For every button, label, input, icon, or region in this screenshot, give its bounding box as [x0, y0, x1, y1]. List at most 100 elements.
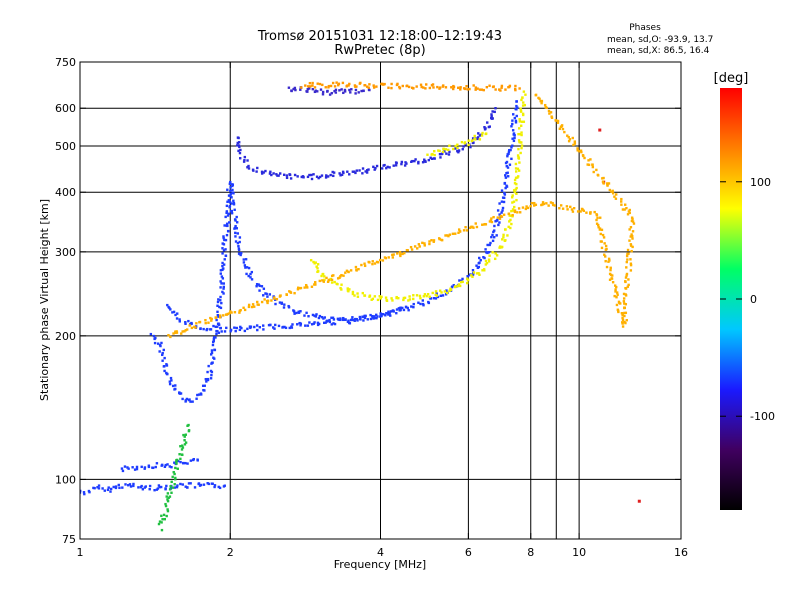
data-point	[379, 315, 382, 318]
data-point	[623, 203, 627, 206]
data-point	[168, 488, 172, 491]
data-point	[519, 124, 523, 127]
data-point	[512, 132, 516, 135]
data-point	[240, 251, 243, 255]
x-tick-label: 2	[227, 546, 234, 559]
data-point	[443, 150, 446, 153]
data-point	[509, 148, 512, 152]
data-point	[630, 249, 633, 253]
data-point	[611, 274, 614, 277]
data-point	[211, 343, 215, 347]
data-point	[165, 364, 169, 367]
data-point	[188, 398, 191, 401]
data-point	[366, 169, 369, 172]
data-point	[412, 305, 415, 309]
data-point	[299, 310, 302, 313]
data-point	[519, 109, 523, 112]
data-point	[148, 487, 151, 491]
data-point	[408, 295, 411, 298]
data-point	[369, 313, 372, 317]
data-point	[388, 312, 391, 315]
data-point	[380, 82, 384, 86]
data-point	[431, 291, 434, 295]
data-point	[164, 488, 167, 491]
data-point	[167, 333, 170, 337]
data-point	[132, 484, 135, 488]
data-point	[338, 172, 341, 175]
data-point	[199, 327, 202, 330]
data-point	[185, 397, 189, 401]
data-point	[459, 86, 462, 89]
data-point	[504, 88, 507, 91]
colorbar-tick-label: 0	[750, 293, 757, 306]
data-point	[178, 318, 181, 321]
x-axis-label: Frequency [MHz]	[334, 558, 426, 571]
data-point	[396, 82, 399, 86]
data-point	[484, 259, 488, 263]
colorbar-label: [deg]	[714, 71, 749, 86]
data-point	[375, 316, 378, 320]
data-point	[488, 243, 491, 247]
data-point	[481, 223, 484, 226]
data-point	[448, 144, 451, 147]
data-point	[613, 284, 617, 287]
data-point	[487, 260, 491, 263]
data-point	[173, 486, 176, 489]
data-point	[283, 303, 286, 306]
data-point	[255, 324, 259, 327]
data-point	[131, 466, 134, 469]
data-point	[264, 292, 267, 295]
data-point	[589, 211, 592, 214]
data-point	[597, 223, 600, 227]
data-point	[355, 85, 358, 88]
data-point	[611, 281, 615, 284]
data-point	[410, 160, 413, 163]
data-point	[418, 245, 421, 248]
data-point	[622, 292, 626, 296]
data-point	[285, 176, 289, 180]
data-point	[276, 174, 279, 177]
data-point	[570, 208, 574, 211]
data-point	[498, 245, 502, 248]
data-point	[312, 173, 315, 176]
data-point	[333, 85, 337, 88]
data-point	[461, 148, 464, 151]
data-point	[545, 106, 548, 110]
data-point	[513, 209, 517, 212]
data-point	[291, 323, 294, 326]
data-point	[329, 173, 332, 177]
data-point	[436, 85, 439, 89]
data-point	[458, 230, 462, 233]
data-point	[452, 284, 455, 287]
data-point	[577, 150, 581, 153]
data-point	[450, 86, 453, 89]
data-point	[82, 491, 86, 494]
data-point	[386, 165, 389, 169]
data-point	[623, 302, 626, 305]
data-point	[288, 173, 292, 177]
data-point	[222, 235, 225, 238]
data-point	[478, 138, 482, 141]
data-point	[225, 204, 229, 208]
data-point	[158, 485, 161, 489]
data-point	[384, 296, 388, 299]
data-point	[237, 144, 241, 147]
data-point	[304, 324, 307, 327]
data-point	[625, 207, 628, 210]
data-point	[522, 90, 526, 93]
data-point	[221, 264, 224, 268]
data-point	[189, 459, 193, 462]
data-point	[222, 263, 226, 266]
data-point	[628, 228, 631, 231]
data-point	[181, 330, 184, 333]
data-point	[420, 85, 423, 89]
data-point	[178, 392, 182, 395]
data-point	[213, 484, 217, 487]
data-point	[556, 121, 560, 124]
data-point	[561, 207, 565, 210]
data-point	[242, 258, 245, 261]
data-point	[220, 282, 223, 285]
data-point	[207, 364, 210, 368]
data-point	[234, 329, 237, 333]
data-point	[109, 487, 113, 491]
